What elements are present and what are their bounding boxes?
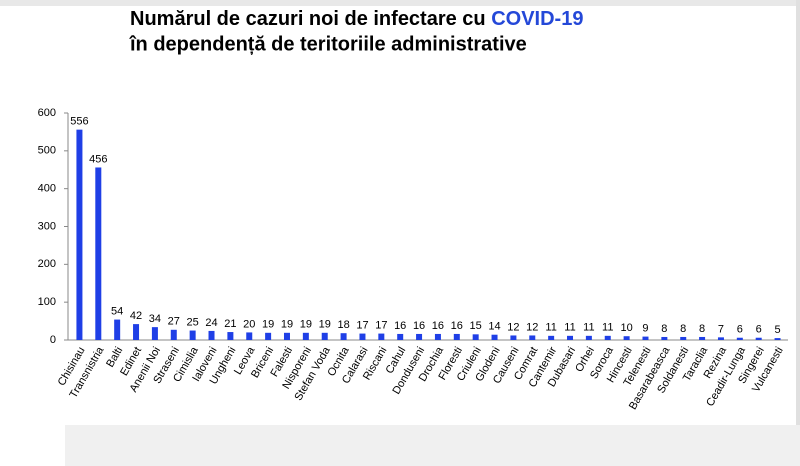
value-label: 5 — [775, 324, 781, 336]
bar — [661, 336, 668, 340]
value-label: 6 — [737, 324, 743, 336]
value-label: 16 — [394, 320, 406, 332]
value-label: 24 — [205, 317, 217, 329]
value-label: 8 — [680, 323, 686, 335]
value-label: 14 — [488, 321, 500, 333]
value-label: 16 — [413, 320, 425, 332]
value-label: 11 — [583, 322, 594, 334]
bar — [567, 335, 574, 340]
bar — [453, 333, 460, 340]
bar — [434, 333, 441, 340]
bar — [227, 332, 234, 340]
bar — [170, 329, 177, 340]
value-label: 19 — [281, 319, 293, 331]
bar — [397, 333, 404, 340]
bar — [736, 337, 743, 340]
bottom-band — [65, 425, 800, 466]
value-label: 7 — [718, 323, 724, 335]
value-label: 11 — [545, 322, 556, 334]
bar — [529, 335, 536, 340]
bar — [717, 337, 724, 340]
value-label: 34 — [149, 313, 161, 325]
value-label: 19 — [262, 319, 274, 331]
value-label: 42 — [130, 310, 142, 322]
title-text: Numărul de cazuri noi de infectare cu — [130, 8, 486, 30]
bar — [699, 336, 706, 340]
bar — [189, 330, 196, 340]
title-highlight: COVID-19 — [491, 8, 583, 30]
bar — [378, 333, 385, 340]
y-tick-label: 400 — [38, 183, 56, 195]
bar — [491, 334, 498, 340]
value-label: 11 — [564, 322, 575, 334]
value-label: 10 — [620, 322, 632, 334]
value-label: 11 — [602, 322, 613, 334]
value-label: 21 — [224, 318, 236, 330]
y-tick-label: 200 — [38, 258, 56, 270]
bar — [114, 319, 121, 340]
bar — [302, 332, 309, 340]
bar — [208, 330, 215, 340]
bar — [774, 338, 781, 340]
value-label: 6 — [756, 324, 762, 336]
value-label: 8 — [661, 323, 667, 335]
bar — [151, 327, 158, 340]
bar — [680, 336, 687, 340]
bar — [246, 332, 253, 340]
bar — [359, 333, 366, 340]
bar — [133, 324, 140, 340]
y-tick-label: 500 — [38, 145, 56, 157]
bar — [585, 335, 592, 340]
value-label: 556 — [70, 116, 88, 128]
bar — [755, 337, 762, 340]
value-label: 456 — [89, 153, 107, 165]
bar — [472, 334, 479, 340]
bar — [548, 335, 555, 340]
chart-subtitle: în dependență de teritoriile administrat… — [129, 33, 527, 55]
right-edge — [796, 0, 800, 466]
value-label: 19 — [319, 319, 331, 331]
bar — [76, 129, 83, 340]
value-label: 17 — [356, 319, 368, 331]
value-label: 18 — [337, 319, 349, 331]
bar — [283, 332, 290, 340]
bar — [340, 333, 347, 340]
value-label: 17 — [375, 319, 387, 331]
bar — [265, 332, 272, 340]
bar — [510, 335, 517, 340]
bar — [321, 332, 328, 340]
value-label: 12 — [507, 321, 519, 333]
value-label: 8 — [699, 323, 705, 335]
top-band — [0, 0, 800, 6]
value-label: 16 — [432, 320, 444, 332]
value-label: 15 — [470, 320, 482, 332]
y-tick-label: 100 — [38, 296, 56, 308]
value-label: 19 — [300, 319, 312, 331]
bar — [95, 167, 102, 340]
value-label: 25 — [187, 316, 199, 328]
y-tick-label: 300 — [38, 220, 56, 232]
value-label: 9 — [642, 323, 648, 335]
bar — [642, 336, 649, 340]
value-label: 20 — [243, 318, 255, 330]
value-label: 27 — [168, 316, 180, 328]
y-tick-label: 0 — [50, 334, 56, 346]
chart-title: Numărul de cazuri noi de infectare cu CO… — [130, 8, 583, 30]
bar — [416, 333, 423, 340]
y-tick-label: 600 — [38, 107, 56, 119]
value-label: 54 — [111, 305, 123, 317]
bar — [604, 335, 611, 340]
bar — [623, 336, 630, 340]
value-label: 16 — [451, 320, 463, 332]
value-label: 12 — [526, 321, 538, 333]
